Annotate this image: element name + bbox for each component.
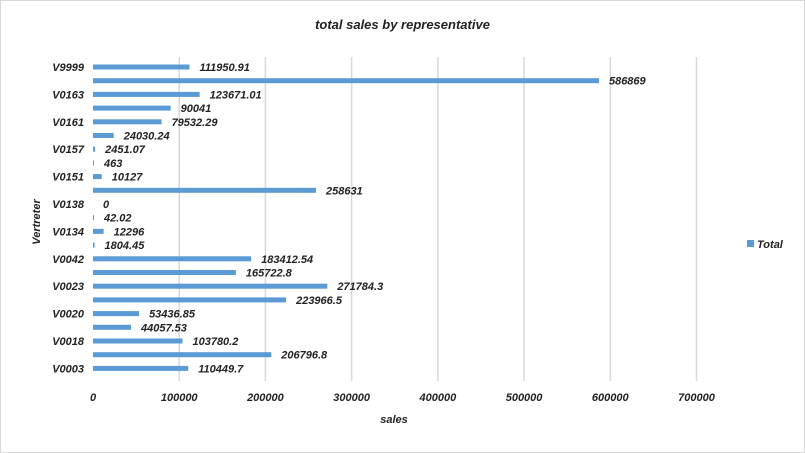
data-label: 103780.2: [192, 336, 238, 348]
chart-title: total sales by representative: [315, 17, 490, 32]
y-tick-label: V0134: [52, 226, 84, 238]
legend: Total: [747, 239, 784, 251]
bar: [93, 256, 252, 262]
bar: [93, 242, 95, 248]
bar: [93, 283, 328, 289]
data-label: 463: [103, 158, 122, 170]
y-tick-label: V0018: [52, 336, 85, 348]
data-label: 53436.85: [149, 309, 196, 321]
bar: [93, 64, 190, 70]
legend-swatch: [747, 240, 754, 247]
x-tick-label: 600000: [592, 392, 630, 404]
bar: [93, 119, 162, 125]
bar: [93, 311, 140, 317]
legend-label: Total: [757, 239, 784, 251]
gridlines: [178, 57, 698, 381]
x-tick-label: 700000: [678, 392, 716, 404]
data-label: 111950.91: [200, 62, 250, 74]
data-label: 1804.45: [105, 240, 146, 252]
y-tick-label: V0151: [52, 172, 84, 184]
y-tick-label: V0161: [52, 117, 84, 129]
data-label: 79532.29: [172, 117, 219, 129]
x-tick-label: 400000: [418, 392, 457, 404]
data-labels: 111950.91 586869 123671.01 90041 79532.29240…: [103, 62, 647, 375]
bar: [93, 105, 171, 111]
y-tick-label: V0157: [52, 144, 85, 156]
x-tick-label: 100000: [161, 392, 199, 404]
bar: [93, 174, 102, 180]
data-label: 223966.5: [295, 295, 343, 307]
bar: [93, 270, 236, 275]
data-label: 90041: [181, 103, 212, 115]
data-label: 10127: [112, 172, 143, 184]
x-tick-label: 300000: [333, 392, 371, 404]
y-axis-title: Vertreter: [31, 199, 43, 245]
y-tick-label: V0020: [52, 309, 85, 321]
x-tick-labels: 0 100000 200000 300000 400000 500000 600000 700…: [90, 392, 716, 404]
bar: [93, 133, 114, 138]
y-tick-label: V0163: [52, 89, 84, 101]
x-axis-title: sales: [380, 414, 408, 426]
data-label: 271784.3: [336, 281, 383, 293]
x-tick-label: 200000: [246, 392, 285, 404]
bar: [93, 365, 189, 371]
data-label: 12296: [114, 226, 145, 238]
bars: [93, 64, 599, 371]
x-tick-label: 500000: [506, 392, 544, 404]
bar: [93, 91, 200, 97]
data-label: 24030.24: [123, 131, 170, 143]
y-tick-label: V0003: [52, 363, 84, 375]
data-label: 123671.01: [210, 89, 262, 101]
bar: [93, 215, 94, 221]
bar: [93, 324, 131, 330]
y-tick-label: V0023: [52, 281, 84, 293]
y-tick-label: V9999: [52, 62, 85, 74]
data-label: 258631: [325, 185, 363, 197]
data-label: 183412.54: [261, 254, 313, 266]
y-tick-label: V0138: [52, 199, 85, 211]
data-label: 0: [103, 199, 110, 211]
y-tick-labels: V9999 V0163 V0161 V0157 V0151 V0138 V0134 V0042…: [52, 62, 85, 375]
x-tick-label: 0: [90, 392, 97, 404]
data-label: 42.02: [103, 213, 132, 225]
bar: [93, 187, 316, 193]
data-label: 2451.07: [104, 144, 146, 156]
bar: [93, 228, 104, 234]
data-label: 206796.8: [280, 350, 328, 362]
bar: [93, 160, 94, 166]
bar: [93, 297, 287, 303]
data-label: 165722.8: [246, 268, 293, 280]
data-label: 586869: [609, 76, 647, 88]
y-tick-label: V0042: [52, 254, 84, 266]
bar: [93, 352, 272, 358]
bar: [93, 78, 599, 84]
data-label: 44057.53: [140, 322, 187, 334]
bar: [93, 338, 183, 344]
data-label: 110449.7: [198, 363, 244, 375]
bar: [93, 146, 96, 152]
